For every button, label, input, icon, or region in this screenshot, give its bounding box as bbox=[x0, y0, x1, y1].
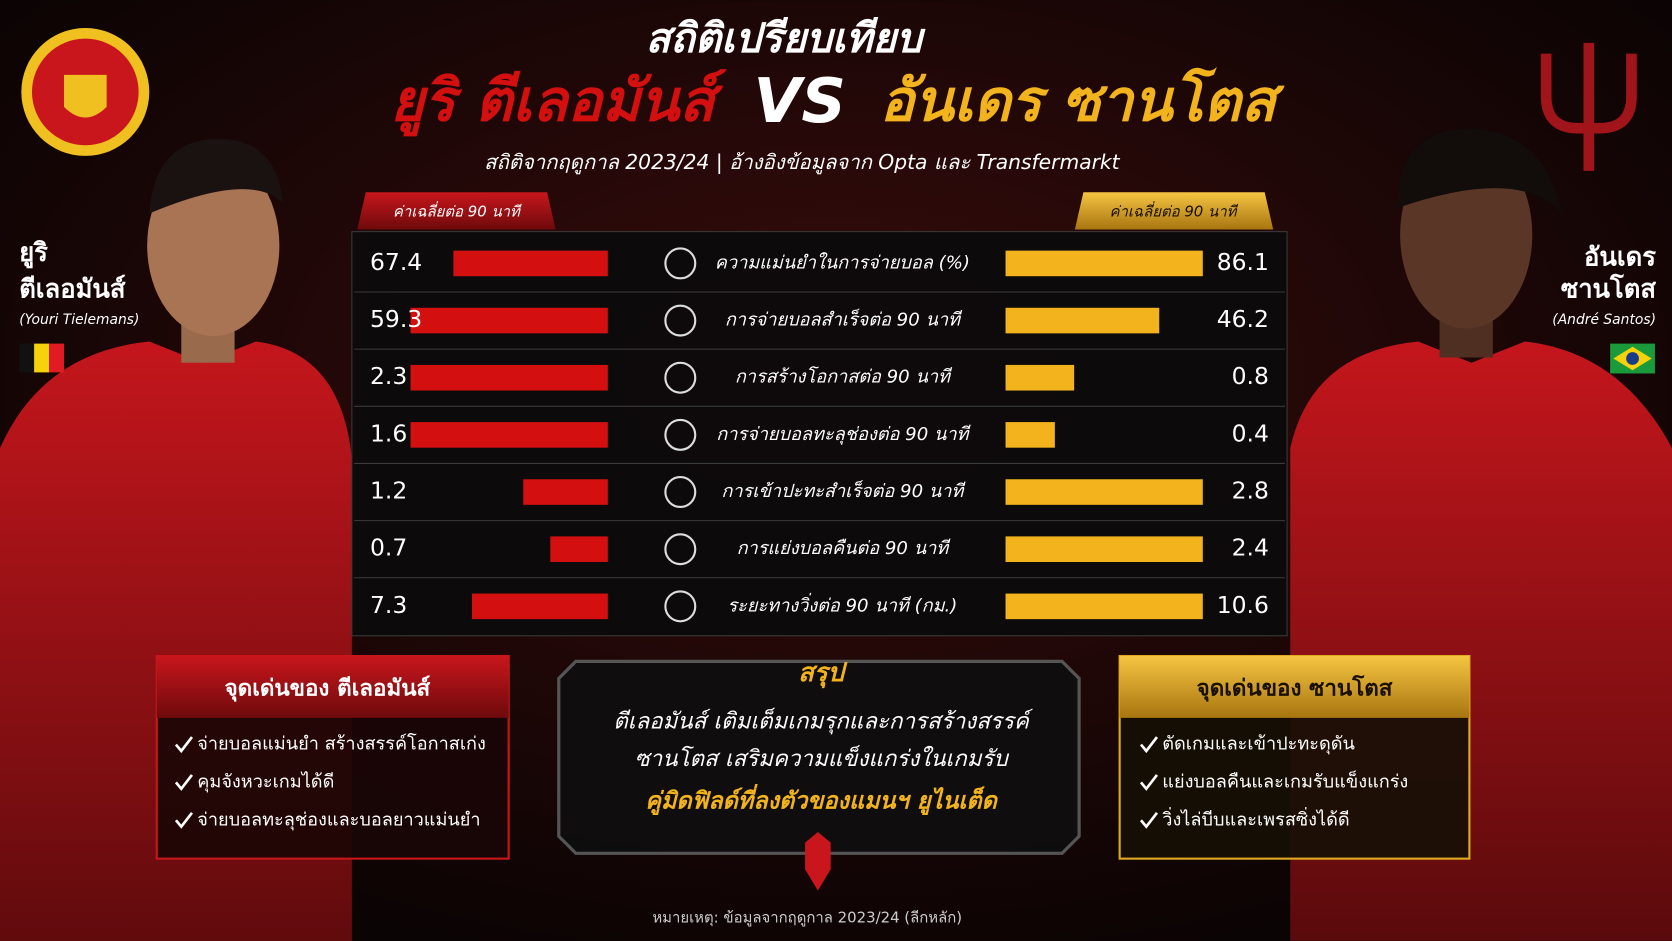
highlight-item: จ่ายบอลทะลุช่องและบอลยาวแม่นยำ bbox=[197, 809, 480, 831]
highlight-item: คุมจังหวะเกมได้ดี bbox=[197, 770, 334, 793]
highlight-item: แย่งบอลคืนและเกมรับแข็งแกร่ง bbox=[1162, 769, 1408, 792]
left-highlights-list: จ่ายบอลแม่นยำ สร้างสรรค์โอกาสเก่งคุมจังห… bbox=[174, 733, 486, 831]
right-name: อันเดร ซานโตส bbox=[880, 66, 1285, 134]
check-icon bbox=[1139, 736, 1159, 754]
check-icon bbox=[174, 736, 193, 754]
right-tab bbox=[1074, 192, 1274, 230]
left-bar bbox=[523, 479, 608, 505]
summary-title: สรุป bbox=[798, 658, 847, 689]
highlight-item: ตัดเกมและเข้าปะทะดุดัน bbox=[1162, 734, 1355, 756]
left-bar bbox=[471, 593, 608, 620]
stat-label: การจ่ายบอลสำเร็จต่อ 90 นาที bbox=[725, 309, 963, 331]
right-bar bbox=[1005, 479, 1203, 505]
stat-label: ระยะทางวิ่งต่อ 90 นาที (กม.) bbox=[727, 592, 957, 616]
left-bar bbox=[410, 307, 608, 334]
left-bar bbox=[453, 250, 608, 277]
left-bar bbox=[550, 536, 608, 562]
right-bar bbox=[1005, 250, 1203, 277]
left-value: 7.3 bbox=[370, 591, 407, 619]
check-icon bbox=[174, 811, 193, 829]
stat-label: การสร้างโอกาสต่อ 90 นาที bbox=[735, 366, 953, 388]
check-icon bbox=[1139, 774, 1159, 791]
left-value: 0.7 bbox=[370, 534, 407, 562]
right-value: 46.2 bbox=[1217, 305, 1269, 333]
right-bar bbox=[1005, 422, 1055, 448]
right-value: 86.1 bbox=[1217, 248, 1269, 276]
stats-rows: 67.4 86.1 ความแม่นยำในการจ่ายบอล (%) 59.3 46… bbox=[354, 247, 1285, 623]
right-highlights-list: ตัดเกมและเข้าปะทะดุดันแย่งบอลคืนและเกมรั… bbox=[1139, 734, 1408, 830]
right-name-line2: ซานโตส bbox=[1561, 273, 1657, 304]
footnote: หมายเหตุ: ข้อมูลจากฤดูกาล 2023/24 (ลีกหล… bbox=[652, 908, 962, 926]
right-bar bbox=[1005, 307, 1160, 334]
stat-icon bbox=[664, 361, 697, 394]
left-tab-label: ค่าเฉลี่ยต่อ 90 นาที bbox=[393, 200, 522, 220]
check-icon bbox=[1139, 811, 1159, 829]
summary-box bbox=[557, 659, 1081, 855]
right-name-line1: อันเดร bbox=[1584, 242, 1656, 272]
left-highlights-header bbox=[156, 656, 509, 718]
left-english-name: (Youri Tielemans) bbox=[19, 312, 139, 328]
right-value: 2.8 bbox=[1232, 477, 1269, 505]
stat-icon bbox=[664, 476, 697, 509]
summary-line: ซานโตส เสริมความแข็งแกร่งในเกมรับ bbox=[634, 745, 1009, 772]
brazil-flag bbox=[1610, 343, 1655, 374]
right-bar bbox=[1005, 536, 1203, 562]
belgium-flag bbox=[19, 343, 64, 373]
stat-label: การจ่ายบอลทะลุช่องต่อ 90 นาที bbox=[716, 424, 971, 445]
left-value: 2.3 bbox=[370, 362, 407, 390]
right-value: 2.4 bbox=[1232, 534, 1269, 562]
left-name-line2: ตีเลอมันส์ bbox=[19, 273, 126, 304]
vs: VS bbox=[754, 65, 846, 137]
stat-icon bbox=[664, 304, 697, 337]
trident-logo bbox=[1540, 42, 1637, 171]
left-bar bbox=[410, 422, 608, 448]
stat-label: การแย่งบอลคืนต่อ 90 นาที bbox=[737, 538, 952, 559]
left-tab bbox=[357, 192, 556, 230]
stat-label: ความแม่นยำในการจ่ายบอล (%) bbox=[715, 251, 970, 273]
right-value: 0.4 bbox=[1232, 419, 1269, 447]
stat-icon bbox=[664, 418, 697, 451]
left-bar bbox=[410, 364, 608, 391]
right-bar bbox=[1005, 364, 1075, 391]
right-value: 10.6 bbox=[1217, 591, 1269, 619]
highlight-item: วิ่งไล่บีบและเพรสซิ่งได้ดี bbox=[1162, 806, 1349, 830]
summary-line: ตีเลอมันส์ เติมเต็มเกมรุกและการสร้างสรรค… bbox=[613, 708, 1034, 735]
devil-icon bbox=[805, 831, 831, 891]
left-value: 59.3 bbox=[370, 305, 422, 333]
right-highlights-header bbox=[1119, 656, 1470, 718]
right-english-name: (André Santos) bbox=[1552, 312, 1656, 328]
stat-icon bbox=[664, 247, 697, 280]
subtitle: สถิติจากฤดูกาล 2023/24 | อ้างอิงข้อมูลจา… bbox=[484, 150, 1121, 175]
stat-icon bbox=[664, 533, 697, 566]
stat-icon bbox=[664, 590, 697, 623]
right-bar bbox=[1005, 593, 1203, 620]
stat-label: การเข้าปะทะสำเร็จต่อ 90 นาที bbox=[721, 480, 966, 502]
right-highlights-title: จุดเด่นของ ซานโตส bbox=[1197, 675, 1393, 703]
left-value: 1.2 bbox=[370, 477, 407, 505]
title: สถิติเปรียบเทียบ bbox=[646, 14, 927, 62]
left-name: ยูริ ตีเลอมันส์ bbox=[390, 67, 727, 136]
left-name-line1: ยูริ bbox=[19, 238, 48, 269]
right-value: 0.8 bbox=[1232, 362, 1269, 390]
left-value: 1.6 bbox=[370, 419, 407, 447]
check-icon bbox=[174, 774, 193, 791]
highlight-item: จ่ายบอลแม่นยำ สร้างสรรค์โอกาสเก่ง bbox=[197, 733, 486, 755]
summary-highlight: คู่มิดฟิลด์ที่ลงตัวของแมนฯ ยูไนเต็ด bbox=[645, 784, 998, 816]
left-highlights-title: จุดเด่นของ ตีเลอมันส์ bbox=[225, 675, 431, 703]
left-value: 67.4 bbox=[370, 248, 422, 276]
club-crest bbox=[21, 27, 150, 156]
right-tab-label: ค่าเฉลี่ยต่อ 90 นาที bbox=[1109, 200, 1238, 220]
